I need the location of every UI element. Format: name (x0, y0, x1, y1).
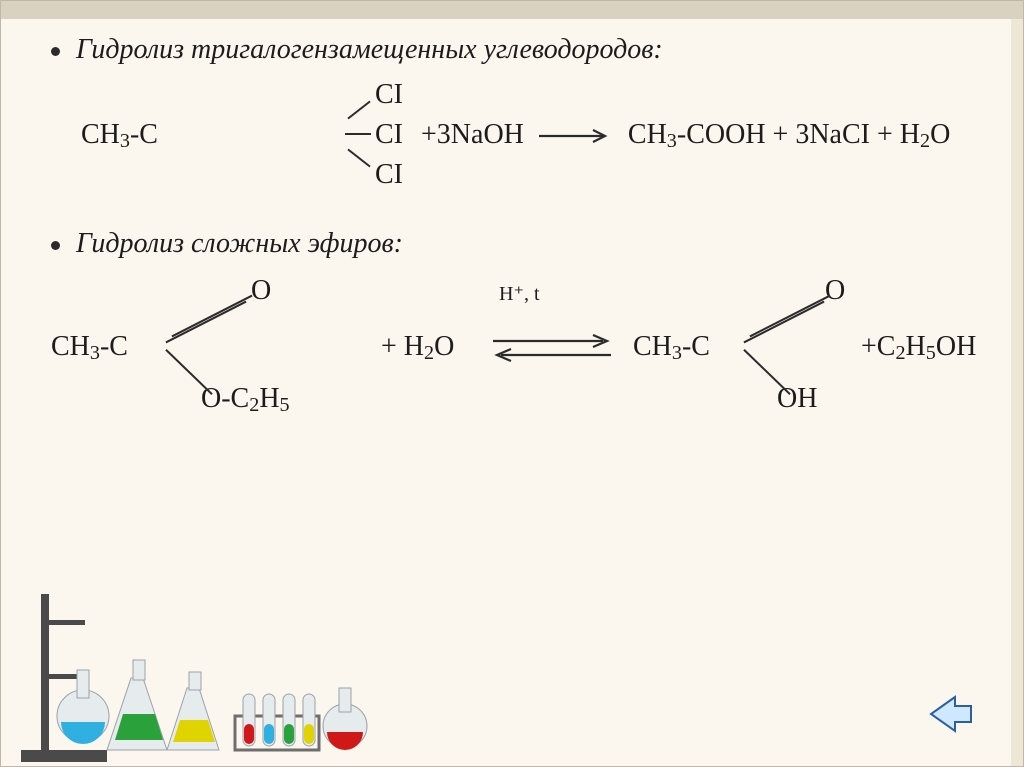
rxn1-ci-top: СI (375, 79, 403, 111)
rxn2-tail-a: +С (861, 331, 895, 362)
bullet-dot-icon (51, 47, 60, 56)
rxn2-r-ch-sub: 3 (672, 342, 682, 364)
rxn1-ci-mid: СI (375, 119, 403, 151)
rxn2-h2o-sub: 2 (424, 342, 434, 364)
presentation-topbar (1, 1, 1023, 19)
rxn1-rest: +3NaOH CH3-COOH + 3NaСI + H2O (421, 119, 950, 153)
presentation-sidebar (1011, 19, 1023, 766)
rxn2-l-ch-sub: 3 (90, 342, 100, 364)
double-bond-line-icon (171, 294, 252, 337)
rxn2-obl-b: H (259, 383, 279, 414)
rxn1-prod-rest: -COOH + 3NaСI + H (677, 119, 920, 150)
bullet-row-2: Гидролиз сложных эфиров: (51, 225, 983, 263)
rxn1-ci-bot: СI (375, 159, 403, 191)
rxn2-obl-a: O-C (201, 383, 249, 414)
bond-line-icon (347, 148, 370, 167)
reaction-1: CH3-С СI СI СI +3NaOH CH3-COOH + 3NaСI +… (51, 77, 983, 207)
lab-glassware-icon (11, 566, 371, 766)
rxn2-h2o-o: O (434, 331, 454, 362)
slide-content: Гидролиз тригалогензамещенных углеводоро… (51, 31, 983, 445)
rxn2-o-bot-l: O-C2H5 (201, 383, 290, 417)
rxn2-o-top-l: O (251, 275, 271, 307)
bullet-row-1: Гидролиз тригалогензамещенных углеводоро… (51, 31, 983, 69)
bullet-text-1: Гидролиз тригалогензамещенных углеводоро… (76, 31, 663, 69)
bond-line-icon (165, 349, 212, 395)
rxn2-l-ch: CH (51, 331, 90, 362)
rxn1-c: -С (130, 119, 158, 150)
rxn1-h2o-o: O (930, 119, 950, 150)
rxn1-prod-ch: CH (628, 119, 667, 150)
reaction-2: CH3-С O O-C2H5 + H2O Н⁺, t (51, 275, 983, 445)
bond-line-icon (347, 100, 370, 119)
rxn1-left: CH3-С (81, 119, 158, 153)
rxn2-tail-oh: OH (936, 331, 976, 362)
reversible-arrows-icon (487, 327, 617, 367)
back-arrow-button[interactable] (921, 691, 979, 742)
rxn1-branches: СI СI СI (179, 77, 419, 207)
rxn2-ch3c-right: CH3-С (633, 331, 710, 365)
bullet-text-2: Гидролиз сложных эфиров: (76, 225, 403, 263)
rxn2-obl-s2: 5 (280, 394, 290, 416)
rxn2-o-top-r: O (825, 275, 845, 307)
rxn2-h2o-h: H (404, 331, 424, 362)
rxn2-ethanol: +С2H5OH (861, 331, 976, 365)
double-bond-line-icon (165, 300, 246, 343)
rxn2-tail-s1: 2 (895, 342, 905, 364)
rxn2-l-c: -С (100, 331, 128, 362)
rxn2-r-ch: CH (633, 331, 672, 362)
rxn2-plus-h2o: + H2O (381, 331, 454, 365)
rxn2-plus: + (381, 331, 404, 362)
rxn2-tail-h: H (906, 331, 926, 362)
rxn2-tail-s2: 5 (926, 342, 936, 364)
bullet-dot-icon (51, 241, 60, 250)
rxn1-naoh: +3NaOH (421, 119, 524, 150)
rxn1-h2o-sub: 2 (920, 130, 930, 152)
rxn2-obl-s1: 2 (249, 394, 259, 416)
rxn2-ch3c-left: CH3-С (51, 331, 128, 365)
double-bond-line-icon (749, 294, 830, 337)
rxn1-ch: CH (81, 119, 120, 150)
rxn2-r-c: -С (682, 331, 710, 362)
bond-line-icon (345, 133, 371, 135)
bond-line-icon (743, 349, 790, 395)
double-bond-line-icon (743, 300, 824, 343)
rxn1-prod-sub: 3 (667, 130, 677, 152)
rxn1-ch-sub: 3 (120, 130, 130, 152)
arrow-right-icon (537, 127, 615, 145)
slide: Гидролиз тригалогензамещенных углеводоро… (0, 0, 1024, 767)
rxn2-conditions: Н⁺, t (499, 281, 540, 306)
